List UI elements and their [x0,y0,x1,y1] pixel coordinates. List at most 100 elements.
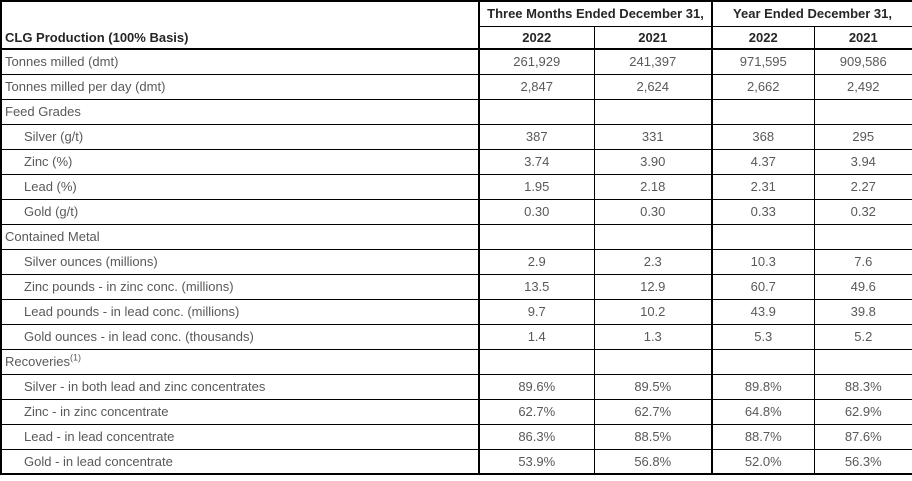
cell-value: 0.33 [711,198,815,225]
table-row: Gold (g/t) 0.30 0.30 0.33 0.32 [0,198,912,225]
cell-value: 9.7 [478,298,595,325]
cell-value [478,223,595,250]
cell-value: 1.3 [593,323,713,350]
cell-value: 2.9 [478,248,595,275]
cell-value: 2,492 [813,73,912,100]
cell-value [478,348,595,375]
cell-value: 2,662 [711,73,815,100]
cell-value: 87.6% [813,423,912,450]
row-label: Tonnes milled (dmt) [0,48,480,75]
section-row: Recoveries(1) [0,348,912,375]
col-group-three-months: Three Months Ended December 31, [477,0,713,27]
cell-value: 12.9 [593,273,713,300]
cell-value: 10.3 [711,248,815,275]
row-label: Tonnes milled per day (dmt) [0,73,480,100]
col-header-year-2021: 2021 [813,25,912,50]
cell-value: 241,397 [593,48,713,75]
cell-value: 89.8% [711,373,815,400]
col-header-three-months-2022: 2022 [478,25,595,50]
cell-value [478,98,595,125]
cell-value [711,98,815,125]
table-row: Lead (%) 1.95 2.18 2.31 2.27 [0,173,912,200]
cell-value: 331 [593,123,713,150]
col-group-year-ended: Year Ended December 31, [711,0,912,27]
row-label-text: Tonnes milled per day (dmt) [5,79,166,94]
table-title: CLG Production (100% Basis) [0,0,480,50]
row-label-text: Silver ounces (millions) [24,254,158,269]
section-label: Contained Metal [0,223,480,250]
table-body: Tonnes milled (dmt) 261,929 241,397 971,595… [0,48,912,475]
cell-value: 43.9 [711,298,815,325]
cell-value [593,98,713,125]
table-row: Silver - in both lead and zinc concentra… [0,373,912,400]
table-row: Zinc - in zinc concentrate 62.7% 62.7% 64.8… [0,398,912,425]
cell-value: 53.9% [478,448,595,475]
row-label-text: Lead - in lead concentrate [24,429,175,444]
group-header-row: CLG Production (100% Basis) Three Months… [0,0,912,50]
row-label: Lead (%) [0,173,480,200]
cell-value: 56.3% [813,448,912,475]
cell-value: 88.3% [813,373,912,400]
cell-value [593,348,713,375]
row-label: Gold ounces - in lead conc. (thousands) [0,323,480,350]
cell-value: 295 [813,123,912,150]
section-label: Feed Grades [0,98,480,125]
cell-value: 2,624 [593,73,713,100]
cell-value: 89.5% [593,373,713,400]
cell-value: 89.6% [478,373,595,400]
table-header: CLG Production (100% Basis) Three Months… [0,0,912,50]
cell-value: 5.3 [711,323,815,350]
cell-value: 39.8 [813,298,912,325]
table-row: Zinc pounds - in zinc conc. (millions) 13… [0,273,912,300]
row-label: Zinc pounds - in zinc conc. (millions) [0,273,480,300]
cell-value: 1.4 [478,323,595,350]
cell-value: 52.0% [711,448,815,475]
row-label: Silver ounces (millions) [0,248,480,275]
cell-value: 13.5 [478,273,595,300]
cell-value: 0.32 [813,198,912,225]
row-label: Gold (g/t) [0,198,480,225]
table-row: Zinc (%) 3.74 3.90 4.37 3.94 [0,148,912,175]
year-header-row: 2022 2021 2022 2021 [1,25,912,50]
row-label-text: Tonnes milled (dmt) [5,54,119,70]
cell-value: 10.2 [593,298,713,325]
cell-value: 3.94 [813,148,912,175]
footnote-marker: (1) [70,352,82,363]
row-label-text: Zinc (%) [24,154,73,169]
table-row: Lead - in lead concentrate 86.3% 88.5% 88.7… [0,423,912,450]
row-label: Zinc (%) [0,148,480,175]
cell-value: 7.6 [813,248,912,275]
row-label-text: Zinc pounds - in zinc conc. (millions) [24,279,234,294]
row-label-text: Lead (%) [24,179,77,194]
row-label: Zinc - in zinc concentrate [0,398,480,425]
row-label-text: Silver (g/t) [24,129,84,144]
row-label-text: Recoveries [5,354,71,369]
row-label-text: Contained Metal [5,229,100,244]
cell-value: 2.18 [593,173,713,200]
cell-value: 2.27 [813,173,912,200]
table-row: Gold ounces - in lead conc. (thousands) 1… [0,323,912,350]
cell-value: 0.30 [593,198,713,225]
cell-value: 261,929 [478,48,595,75]
cell-value: 387 [478,123,595,150]
cell-value [813,223,912,250]
cell-value: 3.90 [593,148,713,175]
section-row: Feed Grades [0,98,912,125]
row-label-text: Zinc - in zinc concentrate [24,404,169,419]
section-row: Contained Metal [0,223,912,250]
row-label: Silver - in both lead and zinc concentra… [0,373,480,400]
cell-value: 1.95 [478,173,595,200]
cell-value [813,98,912,125]
row-label: Lead - in lead concentrate [0,423,480,450]
cell-value: 2.31 [711,173,815,200]
row-label-text: Gold ounces - in lead conc. (thousands) [24,329,254,344]
cell-value: 2.3 [593,248,713,275]
cell-value: 971,595 [711,48,815,75]
table-row: Tonnes milled (dmt) 261,929 241,397 971,595… [0,48,912,75]
row-label-text: Silver - in both lead and zinc concentra… [24,379,266,394]
cell-value [711,348,815,375]
table-row: Silver ounces (millions) 2.9 2.3 10.3 7.6 [0,248,912,275]
cell-value: 62.9% [813,398,912,425]
row-label: Silver (g/t) [0,123,480,150]
